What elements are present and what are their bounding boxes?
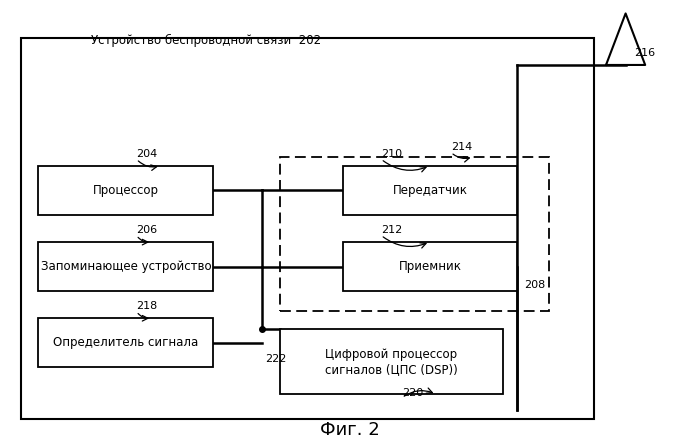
Text: 220: 220 <box>402 388 423 398</box>
Bar <box>343 242 517 291</box>
Text: 212: 212 <box>381 225 402 235</box>
Text: Определитель сигнала: Определитель сигнала <box>53 336 199 349</box>
Text: 218: 218 <box>136 302 157 311</box>
Text: Запоминающее устройство: Запоминающее устройство <box>41 260 211 273</box>
Text: 206: 206 <box>136 225 157 235</box>
Bar <box>280 329 503 394</box>
Text: Передатчик: Передатчик <box>392 184 468 197</box>
Bar <box>38 318 213 367</box>
Text: 222: 222 <box>266 354 287 364</box>
Bar <box>21 38 594 419</box>
Bar <box>280 157 549 311</box>
Bar <box>38 166 213 215</box>
Bar <box>343 166 517 215</box>
Text: Приемник: Приемник <box>398 260 461 273</box>
Text: Устройство беспроводной связи  202: Устройство беспроводной связи 202 <box>91 34 321 47</box>
Text: 210: 210 <box>381 149 402 159</box>
Text: Процессор: Процессор <box>93 184 159 197</box>
Text: 216: 216 <box>634 48 655 58</box>
Bar <box>38 242 213 291</box>
Text: 214: 214 <box>451 142 472 152</box>
Text: Фиг. 2: Фиг. 2 <box>319 421 380 439</box>
Text: Цифровой процессор
сигналов (ЦПС (DSP)): Цифровой процессор сигналов (ЦПС (DSP)) <box>325 348 458 376</box>
Text: 208: 208 <box>524 280 545 290</box>
Text: 204: 204 <box>136 149 157 159</box>
